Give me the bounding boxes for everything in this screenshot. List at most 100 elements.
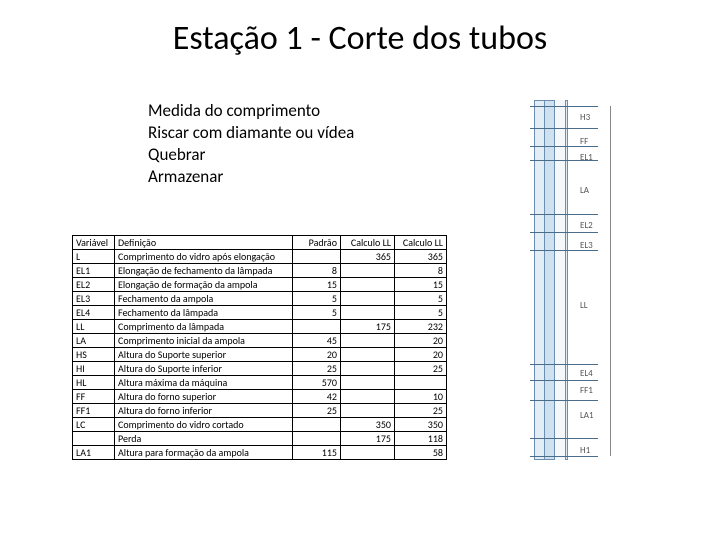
diagram-line [530,106,598,107]
table-cell: Comprimento inicial da ampola [115,334,293,348]
table-cell: 45 [293,334,341,348]
diagram-label: LL [580,300,588,311]
diagram-line [530,456,598,457]
diagram-label: FF [580,136,588,147]
table-cell: EL2 [73,278,115,292]
table-cell: 5 [293,292,341,306]
table-cell [395,376,447,390]
table-cell: 365 [395,250,447,264]
table-row: LComprimento do vidro após elongação3653… [73,250,447,264]
diagram-label: EL1 [580,152,593,163]
table-cell [341,446,395,460]
diagram-line [530,438,598,439]
table-cell: 58 [395,446,447,460]
diagram-label: FF1 [580,385,593,396]
table-cell: EL1 [73,264,115,278]
variables-table-wrap: Variável Definição Padrão Calculo LL Cal… [72,235,447,460]
diagram-line [530,364,598,365]
table-cell: 15 [293,278,341,292]
table-cell: 350 [395,418,447,432]
table-cell [73,432,115,446]
table-cell [341,334,395,348]
diagram-line [530,232,598,233]
table-cell: Altura máxima da máquina [115,376,293,390]
diagram-line [530,128,598,129]
page-title: Estação 1 - Corte dos tubos [0,18,720,59]
table-cell: FF1 [73,404,115,418]
table-cell: HL [73,376,115,390]
table-cell: 8 [293,264,341,278]
table-cell: 15 [395,278,447,292]
table-cell: EL4 [73,306,115,320]
table-cell: 5 [395,306,447,320]
table-cell: 42 [293,390,341,404]
table-cell [341,278,395,292]
col-calculo-2: Calculo LL [395,236,447,250]
table-cell: FF [73,390,115,404]
col-variable: Variável [73,236,115,250]
table-cell [341,264,395,278]
table-cell: 350 [341,418,395,432]
diagram-line [530,214,598,215]
table-cell [341,376,395,390]
table-cell: Altura do forno superior [115,390,293,404]
table-cell: 118 [395,432,447,446]
table-cell: Comprimento do vidro cortado [115,418,293,432]
step-4: Armazenar [148,166,354,188]
table-cell [341,390,395,404]
diagram-label: H3 [580,112,590,123]
table-cell: 570 [293,376,341,390]
table-cell: EL3 [73,292,115,306]
diagram-label: LA1 [580,410,594,421]
table-cell [293,418,341,432]
tube-diagram: H3FFEL1LAEL2EL3LLEL4FF1LA1H1 [510,100,640,465]
table-row: HSAltura do Suporte superior2020 [73,348,447,362]
table-cell [293,250,341,264]
table-cell: Fechamento da ampola [115,292,293,306]
table-cell [293,432,341,446]
table-row: LA1Altura para formação da ampola115 58 [73,446,447,460]
diagram-label: EL4 [580,368,593,379]
table-cell [293,320,341,334]
table-header-row: Variável Definição Padrão Calculo LL Cal… [73,236,447,250]
step-3: Quebrar [148,144,354,166]
table-cell: LA1 [73,446,115,460]
table-cell: 10 [395,390,447,404]
col-definition: Definição [115,236,293,250]
table-row: LAComprimento inicial da ampola45 20 [73,334,447,348]
table-cell: Altura para formação da ampola [115,446,293,460]
table-cell [341,306,395,320]
table-cell: 5 [395,292,447,306]
table-cell: LL [73,320,115,334]
table-cell: 20 [395,348,447,362]
table-cell: 25 [395,404,447,418]
table-cell: HS [73,348,115,362]
dim-line [610,106,611,456]
table-cell: 5 [293,306,341,320]
table-cell: HI [73,362,115,376]
table-cell [341,362,395,376]
table-cell: Perda [115,432,293,446]
table-cell: Fechamento da lâmpada [115,306,293,320]
table-cell: 175 [341,320,395,334]
table-cell: 20 [395,334,447,348]
table-cell [341,292,395,306]
table-row: EL3Fechamento da ampola55 [73,292,447,306]
table-cell: LA [73,334,115,348]
table-cell: Elongação de formação da ampola [115,278,293,292]
table-row: LLComprimento da lâmpada175232 [73,320,447,334]
diagram-line [530,380,598,381]
table-row: EL2Elongação de formação da ampola1515 [73,278,447,292]
table-row: LCComprimento do vidro cortado350350 [73,418,447,432]
diagram-label: H1 [580,445,590,456]
col-calculo-1: Calculo LL [341,236,395,250]
table-cell: Altura do Suporte superior [115,348,293,362]
tube-inner [554,100,566,460]
table-row: EL4Fechamento da lâmpada55 [73,306,447,320]
table-cell: L [73,250,115,264]
table-cell: 115 [293,446,341,460]
table-cell: 232 [395,320,447,334]
table-cell [341,404,395,418]
table-cell: Elongação de fechamento da lâmpada [115,264,293,278]
table-row: FF1Altura do forno inferior2525 [73,404,447,418]
